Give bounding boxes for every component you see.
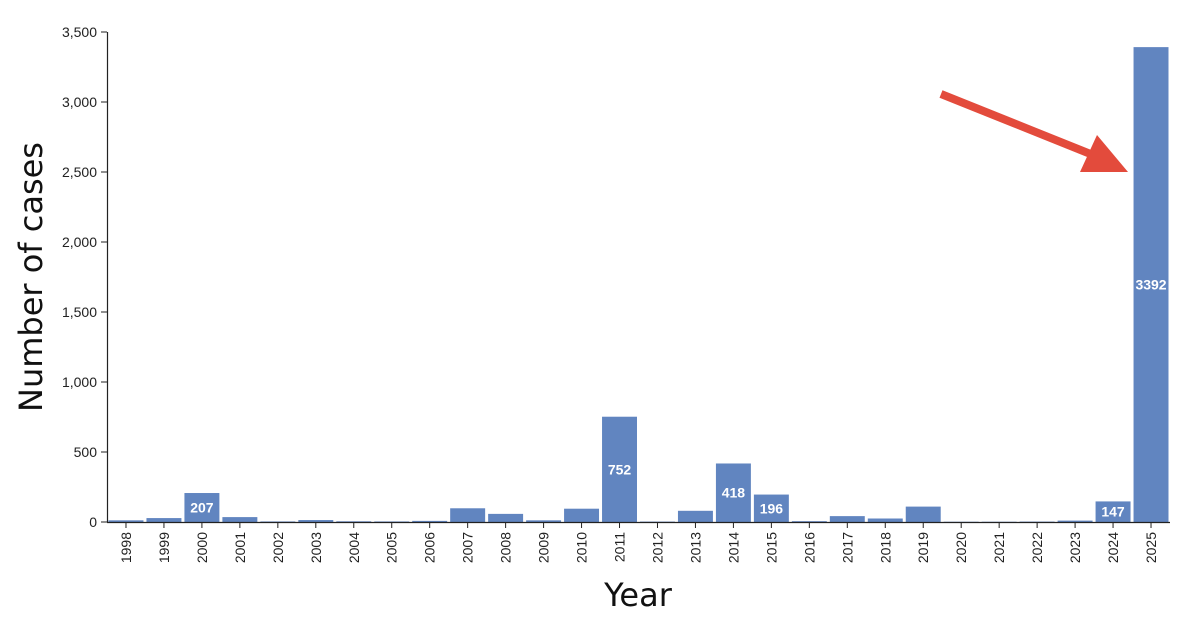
x-tick-label-2011: 2011 (612, 532, 628, 562)
x-tick-label-2007: 2007 (460, 532, 476, 563)
bar-2004 (336, 521, 371, 522)
y-tick-label-2500: 2,500 (62, 164, 97, 180)
bar-label-2024: 147 (1101, 504, 1125, 520)
bar-2007 (450, 508, 485, 522)
x-tick-label-2008: 2008 (498, 532, 514, 563)
x-tick-label-2003: 2003 (308, 532, 324, 563)
y-tick-label-500: 500 (74, 444, 98, 460)
x-tick-label-2024: 2024 (1105, 532, 1121, 563)
bar-label-2025: 3392 (1135, 277, 1166, 293)
x-tick-label-2013: 2013 (687, 532, 703, 563)
x-tick-label-2017: 2017 (839, 532, 855, 563)
bar-2008 (488, 514, 523, 522)
x-tick-label-2014: 2014 (725, 532, 741, 563)
y-axis: 0 500 1,000 1,500 2,000 2,500 3,000 3,500 (62, 24, 108, 530)
y-tick-label-1000: 1,000 (62, 374, 97, 390)
arrow-shaft (941, 94, 1098, 157)
x-tick-label-2002: 2002 (270, 532, 286, 563)
x-tick-label-2025: 2025 (1143, 532, 1159, 563)
x-tick-label-2004: 2004 (346, 532, 362, 563)
y-tick-label-1500: 1,500 (62, 304, 97, 320)
bar-1998 (109, 520, 144, 522)
y-tick-label-0: 0 (89, 514, 97, 530)
bar-2019 (906, 507, 941, 522)
x-tick-label-2012: 2012 (649, 532, 665, 563)
bar-2001 (222, 517, 257, 522)
y-axis-title: Number of cases (12, 142, 50, 412)
bar-2003 (298, 520, 333, 522)
annotation-arrow (941, 94, 1128, 172)
y-tick-label-3500: 3,500 (62, 24, 97, 40)
x-tick-label-2000: 2000 (194, 532, 210, 563)
bar-label-2014: 418 (722, 485, 746, 501)
x-tick-label-2001: 2001 (232, 532, 248, 563)
x-tick-label-2023: 2023 (1067, 532, 1083, 563)
bar-2013 (678, 511, 713, 522)
x-axis-title: Year (603, 576, 673, 614)
bar-2017 (830, 516, 865, 522)
bar-2006 (412, 521, 447, 522)
x-tick-label-2021: 2021 (991, 532, 1007, 563)
x-tick-label-2019: 2019 (915, 532, 931, 563)
bar-labels-group: 207 752 418 196 147 3392 (190, 277, 1167, 520)
x-tick-label-2006: 2006 (422, 532, 438, 563)
x-axis: 1998 1999 2000 2001 2002 2003 2004 2005 2006 2007… (107, 522, 1170, 563)
x-tick-label-1999: 1999 (156, 532, 172, 563)
x-tick-label-2010: 2010 (574, 532, 590, 563)
bar-2009 (526, 520, 561, 522)
x-tick-label-2018: 2018 (877, 532, 893, 563)
y-tick-label-3000: 3,000 (62, 94, 97, 110)
bar-2016 (792, 521, 827, 522)
bar-2018 (868, 519, 903, 523)
bar-label-2015: 196 (760, 500, 784, 516)
x-tick-label-2022: 2022 (1029, 532, 1045, 563)
bar-label-2000: 207 (190, 500, 214, 516)
bar-label-2011: 752 (608, 461, 632, 477)
y-tick-label-2000: 2,000 (62, 234, 97, 250)
x-tick-label-2016: 2016 (801, 532, 817, 563)
bar-1999 (146, 518, 181, 522)
x-tick-label-2005: 2005 (384, 532, 400, 563)
bar-2023 (1058, 521, 1093, 522)
x-tick-label-2015: 2015 (763, 532, 779, 563)
x-tick-label-1998: 1998 (118, 532, 134, 563)
bar-2010 (564, 509, 599, 522)
x-tick-label-2020: 2020 (953, 532, 969, 563)
x-tick-label-2009: 2009 (536, 532, 552, 563)
